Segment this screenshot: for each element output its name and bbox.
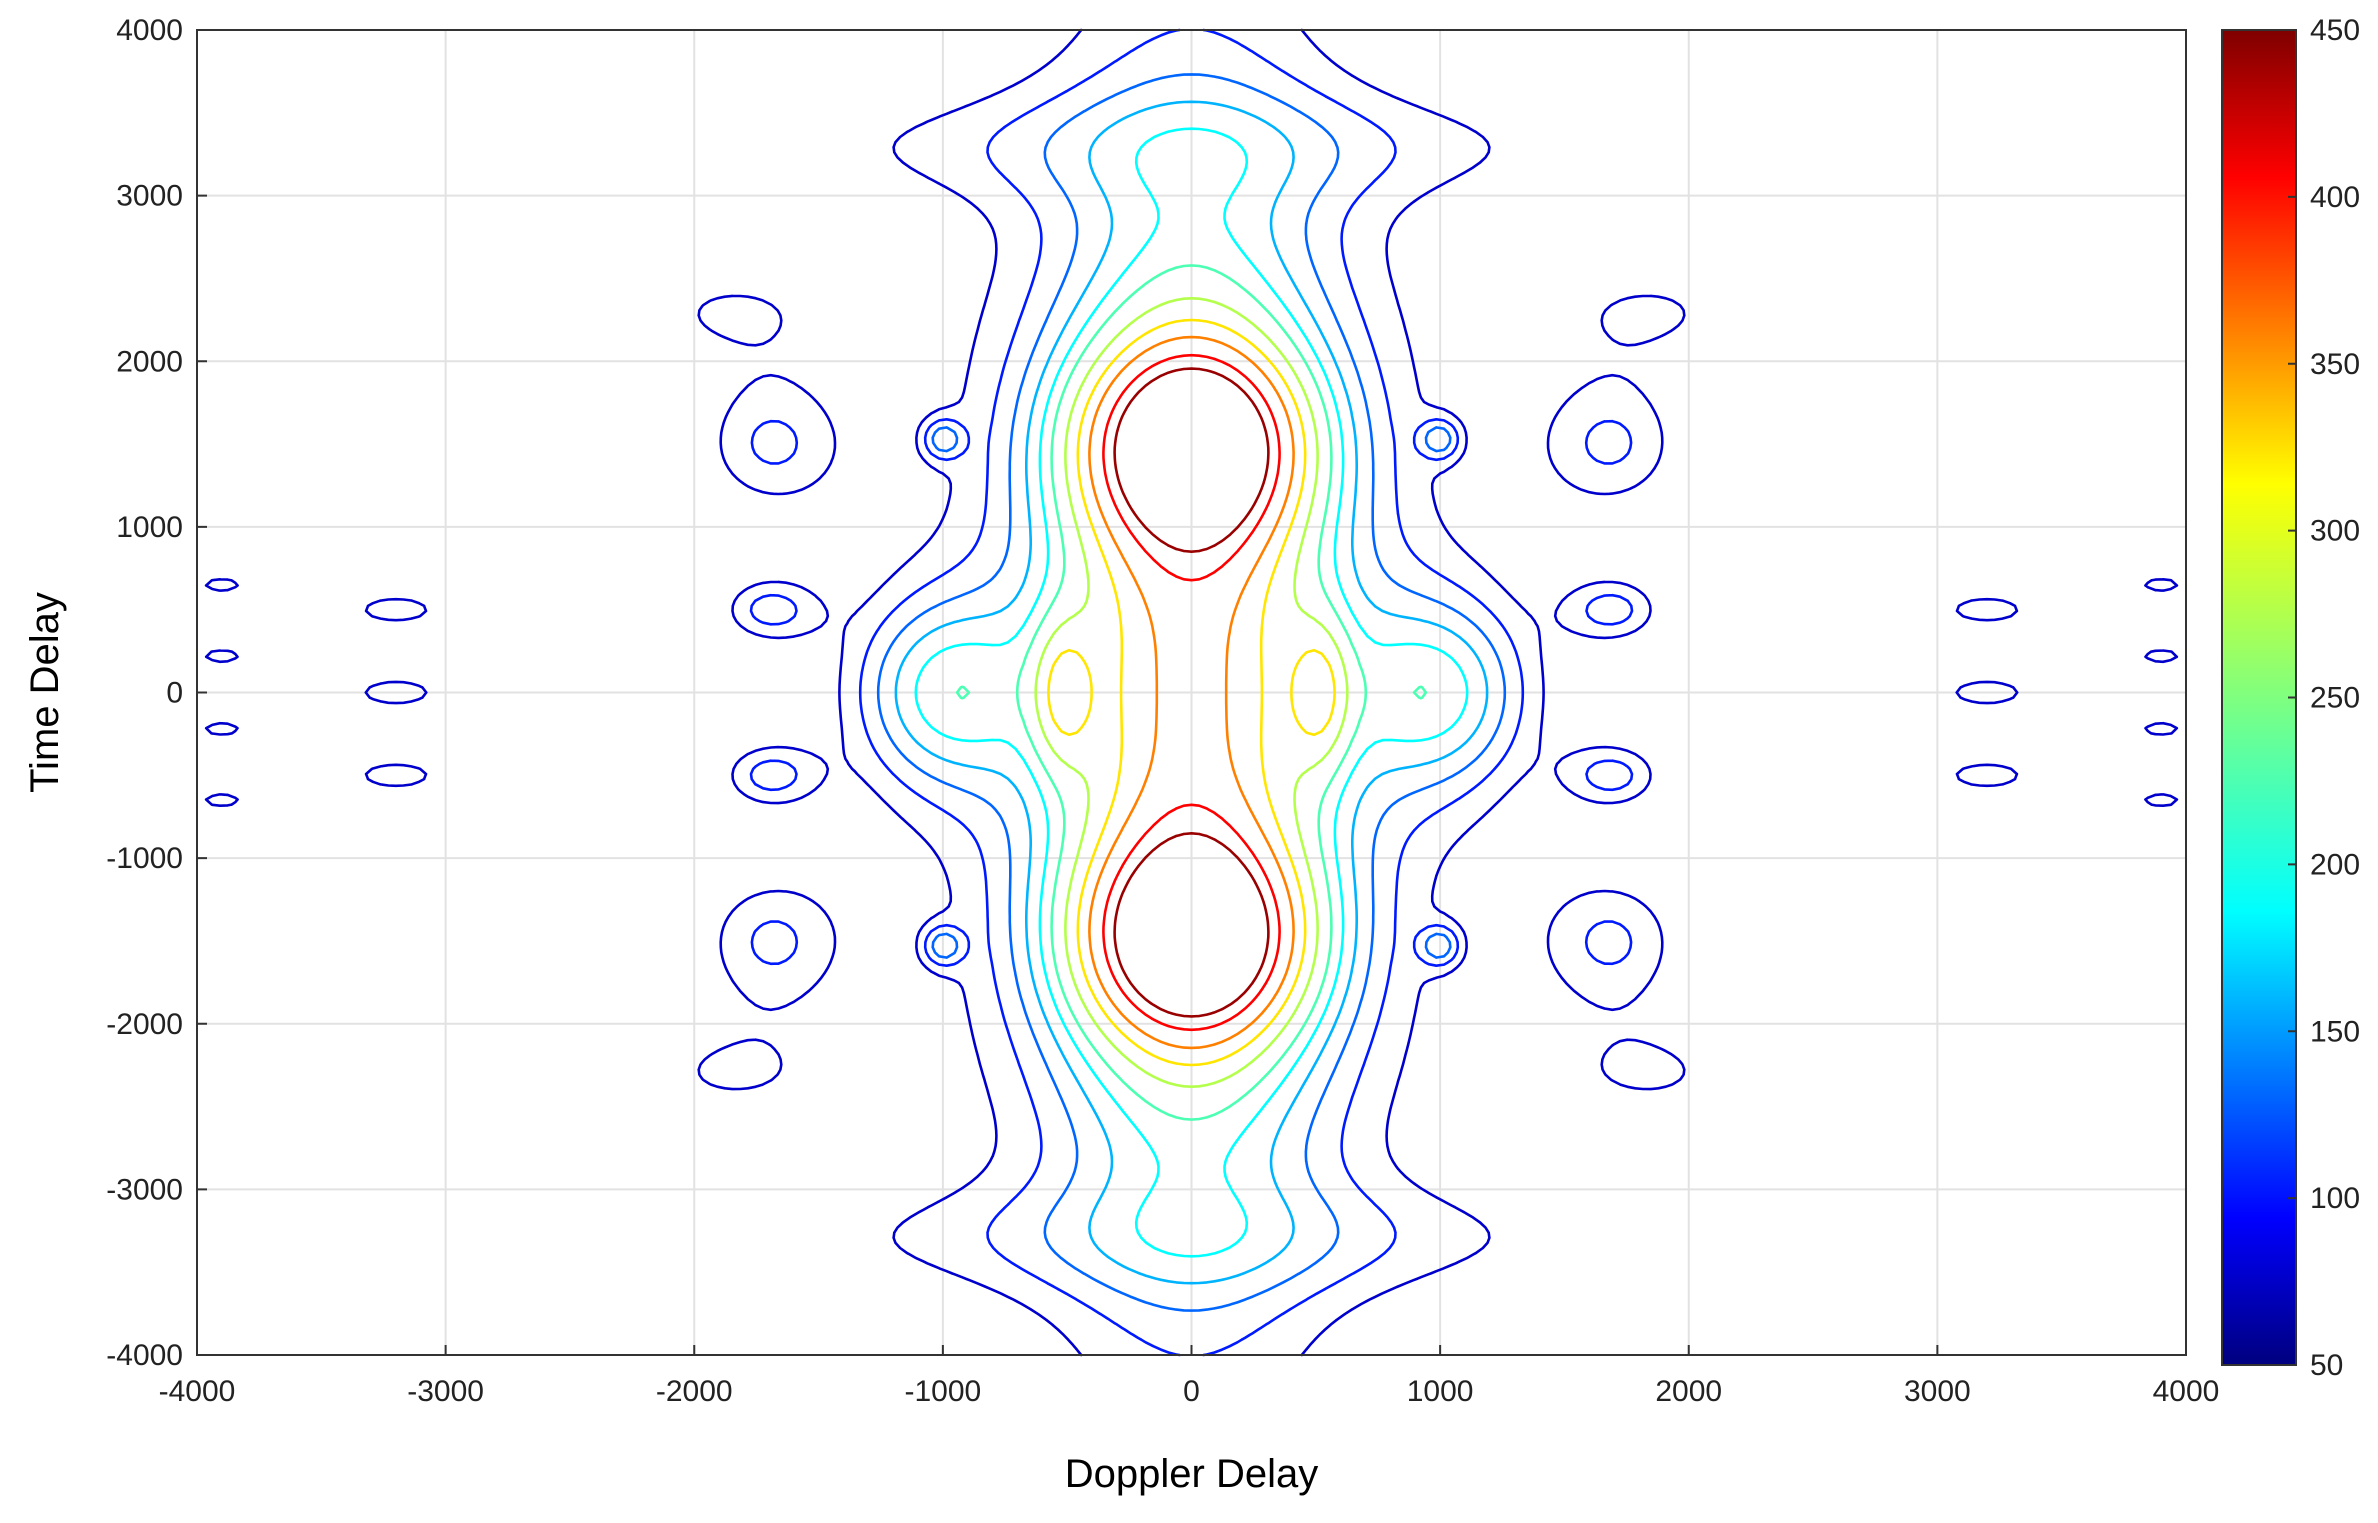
contour-line: [749, 28, 1634, 1357]
colorbar-gradient: [2221, 29, 2297, 1366]
y-tick-label: 2000: [116, 345, 183, 378]
x-tick-label: -4000: [159, 1375, 236, 1408]
axis-ticks: -4000 -3000 -2000 -1000 0 1000 2000 3000 4000 -40…: [106, 14, 2219, 1408]
y-tick-label: -1000: [106, 842, 183, 875]
y-tick-label: 1000: [116, 511, 183, 544]
x-axis-label: Doppler Delay: [1065, 1452, 1318, 1496]
colorbar-tick-label: 150: [2310, 1015, 2360, 1048]
contour-line: [894, 100, 1489, 1285]
contour-line: [876, 73, 1507, 1312]
x-tick-label: 1000: [1407, 1375, 1474, 1408]
y-tick-label: -4000: [106, 1339, 183, 1372]
colorbar-tick-label: 450: [2310, 14, 2360, 47]
x-tick-label: 4000: [2153, 1375, 2220, 1408]
x-tick-label: 3000: [1904, 1375, 1971, 1408]
x-tick-label: 0: [1183, 1375, 1200, 1408]
colorbar-tick-label: 350: [2310, 348, 2360, 381]
contour-line: [204, 28, 2179, 1357]
y-tick-label: 4000: [116, 14, 183, 47]
y-tick-label: -2000: [106, 1008, 183, 1041]
contour-line: [914, 127, 1469, 1258]
x-tick-label: 2000: [1655, 1375, 1722, 1408]
colorbar-tick-label: 100: [2310, 1182, 2360, 1215]
y-tick-label: -3000: [106, 1173, 183, 1206]
colorbar-tick-label: 200: [2310, 848, 2360, 881]
contour-lines: [204, 28, 2179, 1357]
y-tick-label: 3000: [116, 180, 183, 213]
contour-line: [1102, 353, 1281, 1032]
colorbar: 50 100 150 200 250 300 350 400 450: [2221, 14, 2360, 1382]
contour-line: [1047, 318, 1336, 1067]
contour-line: [955, 264, 1428, 1121]
x-tick-label: -3000: [407, 1375, 484, 1408]
contour-line: [1088, 335, 1295, 1050]
y-axis-label: Time Delay: [23, 592, 67, 793]
contour-line: [1113, 367, 1270, 1018]
colorbar-tick-label: 50: [2310, 1349, 2343, 1382]
x-tick-label: -2000: [656, 1375, 733, 1408]
x-tick-label: -1000: [905, 1375, 982, 1408]
y-tick-label: 0: [166, 677, 183, 710]
contour-line: [1034, 297, 1349, 1088]
colorbar-tick-label: 400: [2310, 181, 2360, 214]
colorbar-tick-label: 250: [2310, 682, 2360, 715]
colorbar-tick-label: 300: [2310, 515, 2360, 548]
